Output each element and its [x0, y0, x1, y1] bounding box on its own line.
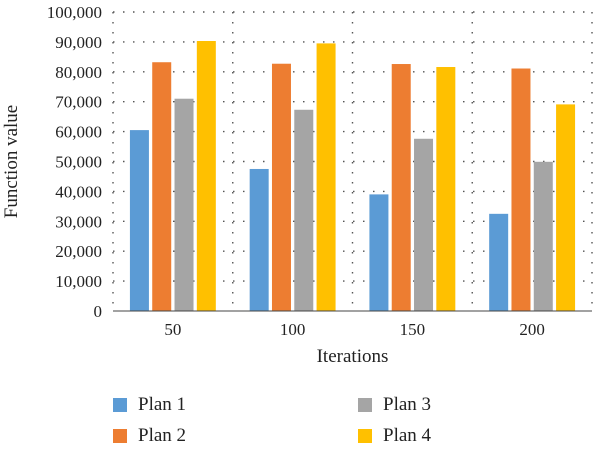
bar-plan-2-150: [391, 64, 411, 311]
y-tick-label: 50,000: [55, 153, 102, 172]
bar-plan-1-100: [249, 168, 269, 311]
y-tick-label: 40,000: [55, 182, 102, 201]
bar-plan-1-150: [369, 194, 389, 311]
legend-label: Plan 4: [383, 425, 432, 446]
x-tick-label: 100: [280, 320, 306, 339]
bar-plan-1-50: [129, 130, 149, 311]
legend-swatch: [113, 429, 127, 443]
legend-label: Plan 2: [138, 425, 187, 446]
bar-plan-2-200: [511, 68, 531, 311]
legend-item-plan-1[interactable]: Plan 1: [113, 394, 186, 416]
bar-plan-3-200: [533, 161, 553, 311]
bar-plan-2-100: [271, 63, 291, 311]
y-tick-label: 60,000: [55, 123, 102, 142]
bar-plan-4-100: [316, 43, 336, 312]
legend-item-plan-3[interactable]: Plan 3: [358, 394, 431, 416]
bar-plan-4-200: [556, 104, 576, 312]
y-tick-label: 90,000: [55, 33, 102, 52]
y-tick-label: 0: [94, 302, 103, 321]
y-axis-ticks: 0 10,000 20,000 30,000 40,000 50,000 60,000 70,…: [47, 3, 102, 321]
bar-plan-4-150: [436, 67, 456, 312]
legend-swatch: [358, 398, 372, 412]
y-tick-label: 80,000: [55, 63, 102, 82]
x-axis-title: Iterations: [317, 346, 389, 367]
legend-item-plan-2[interactable]: Plan 2: [113, 425, 186, 447]
bars: [129, 41, 576, 312]
legend-label: Plan 1: [138, 394, 187, 415]
x-tick-label: 150: [400, 320, 426, 339]
legend-swatch: [358, 429, 372, 443]
y-tick-label: 30,000: [55, 212, 102, 231]
y-tick-label: 20,000: [55, 242, 102, 261]
legend-swatch: [113, 398, 127, 412]
bar-plan-1-200: [489, 213, 509, 311]
y-tick-label: 70,000: [55, 93, 102, 112]
legend-item-plan-4[interactable]: Plan 4: [358, 425, 431, 447]
bar-plan-4-50: [196, 41, 216, 312]
bar-plan-3-150: [414, 138, 434, 311]
bar-plan-3-50: [174, 98, 194, 312]
bar-plan-3-100: [294, 109, 314, 311]
x-tick-label: 50: [164, 320, 181, 339]
x-tick-label: 200: [519, 320, 545, 339]
x-axis-ticks: 50 100 150 200: [164, 320, 545, 339]
y-tick-label: 10,000: [55, 272, 102, 291]
legend-label: Plan 3: [383, 394, 432, 415]
y-tick-label: 100,000: [47, 3, 102, 22]
y-axis-title: Function value: [1, 105, 22, 218]
bar-plan-2-50: [152, 62, 172, 312]
